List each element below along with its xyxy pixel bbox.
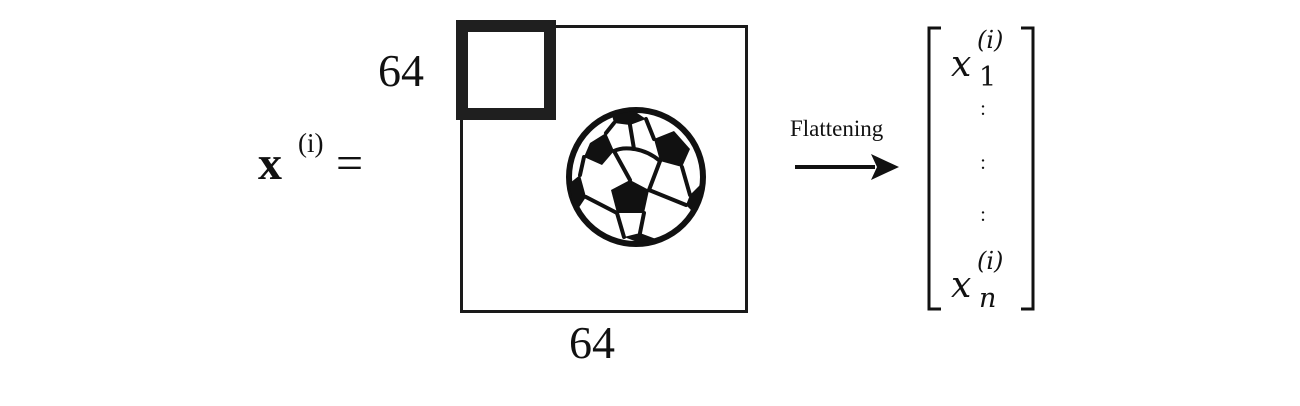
input-superscript: (i) <box>298 128 324 158</box>
arrow-right-icon <box>795 154 899 180</box>
vector-ellipsis: : <box>980 204 986 226</box>
image-width-label: 64 <box>569 317 615 368</box>
input-symbol: x <box>258 137 282 190</box>
vector-ellipsis: : <box>980 98 986 120</box>
equals-sign: = <box>336 137 364 190</box>
flattening-label: Flattening <box>790 116 884 141</box>
entry-base: x <box>951 265 972 306</box>
entry-subscript: 1 <box>979 62 997 93</box>
entry-superscript: (i) <box>977 26 1004 54</box>
entry-base: x <box>951 44 972 85</box>
image-frame <box>460 25 748 313</box>
pixel-patch <box>456 20 556 120</box>
vector-brackets <box>927 26 1035 311</box>
vector-ellipsis: : <box>980 152 986 174</box>
entry-subscript: n <box>979 283 997 314</box>
image-height-label: 64 <box>378 45 424 96</box>
entry-superscript: (i) <box>977 247 1004 275</box>
soccer-ball-icon <box>566 107 706 247</box>
